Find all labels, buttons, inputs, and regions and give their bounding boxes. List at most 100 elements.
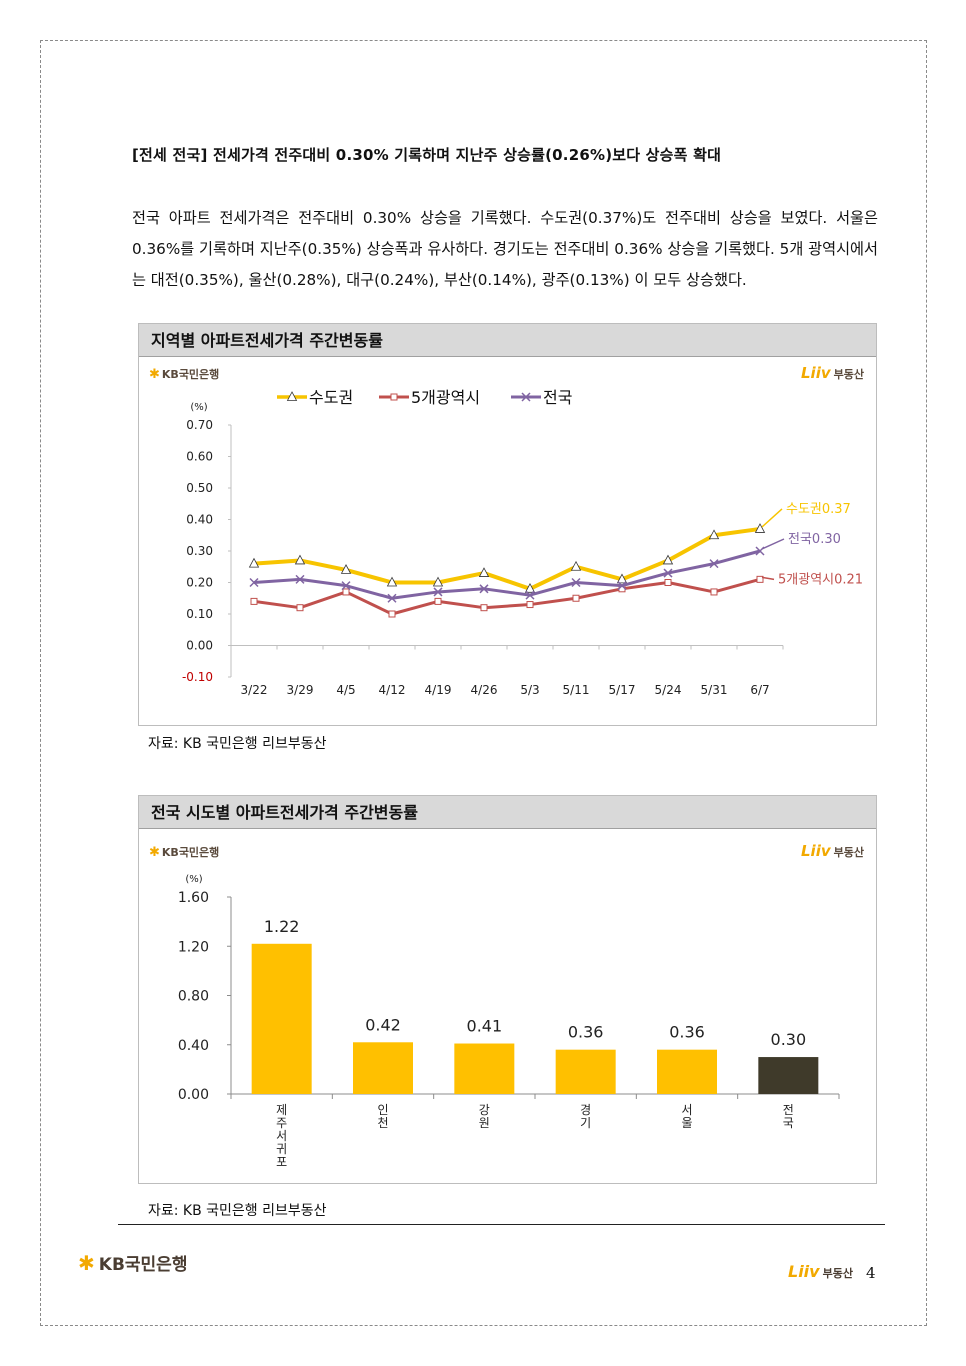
bar-value-label: 0.30 <box>771 1030 807 1049</box>
line-series-1 <box>253 577 761 616</box>
line-point-metro <box>710 588 718 596</box>
line-y-unit: (%) <box>190 402 207 413</box>
line-point-nation <box>341 581 351 591</box>
line-point-nation <box>571 577 581 588</box>
bar-rect <box>758 1057 819 1094</box>
line-x-tick: 4/5 <box>336 683 355 697</box>
line-point-metro <box>342 588 350 596</box>
line-x-tick: 5/3 <box>520 683 539 697</box>
footer-liiv-mark: Liiv <box>788 1262 820 1281</box>
line-end-label-0: 수도권0.37 <box>786 502 851 517</box>
bar-y-tick: 1.60 <box>178 890 209 906</box>
kb-logo-small: ✱ KB국민은행 <box>149 366 219 382</box>
kb-logo-text-2: KB국민은행 <box>161 846 220 859</box>
line-series-2 <box>253 549 761 600</box>
line-point-metro <box>250 597 258 605</box>
line-y-tick: 0.40 <box>186 513 213 527</box>
line-legend-label-0: 수도권 <box>309 388 353 407</box>
line-point-capital <box>432 576 444 587</box>
line-point-metro <box>296 604 304 612</box>
line-point-capital <box>340 564 352 574</box>
line-point-capital <box>478 567 490 577</box>
footer-kb-text: KB국민은행 <box>98 1255 188 1275</box>
bar-y-tick: 0.00 <box>178 1087 209 1103</box>
line-y-tick: 0.50 <box>186 481 213 495</box>
bar-chart-svg: (%) 1.60 1.20 0.80 0.40 0.00 1.22 제 주 서 귀 포 0.42 인 천 0.… <box>178 874 840 1169</box>
line-point-nation <box>525 590 535 600</box>
body-paragraph: 전국 아파트 전세가격은 전주대비 0.30% 상승을 기록했다. 수도권(0.… <box>132 209 878 289</box>
liiv-logo-mark: Liiv <box>801 364 831 382</box>
line-end-leader-2 <box>761 538 785 550</box>
line-y-tick: 0.10 <box>186 607 213 621</box>
bar-y-unit: (%) <box>185 874 202 885</box>
line-x-tick: 4/12 <box>379 683 406 697</box>
footer-kb-star-icon: ✱ <box>78 1251 95 1275</box>
liiv-logo-sub: 부동산 <box>833 368 864 381</box>
line-point-capital <box>754 523 766 533</box>
line-point-nation <box>617 581 627 591</box>
bar-y-tick: 0.40 <box>178 1038 209 1054</box>
line-chart-title: 지역별 아파트전세가격 주간변동률 <box>139 324 876 357</box>
bar-value-label: 0.41 <box>467 1017 503 1036</box>
kb-star-icon-2: ✱ <box>149 845 160 860</box>
bar-rect <box>454 1043 515 1094</box>
bar-rect <box>555 1049 616 1094</box>
line-y-tick: 0.30 <box>186 544 213 558</box>
line-legend-marker-nation <box>521 392 531 402</box>
footer-liiv-sub: 부동산 <box>822 1267 853 1280</box>
line-end-label-1: 5개광역시0.21 <box>778 572 863 587</box>
bar-chart-panel: 전국 시도별 아파트전세가격 주간변동률 ✱ KB국민은행 Liiv 부동산 (%)… <box>138 795 877 1184</box>
kb-logo-text: KB국민은행 <box>161 368 220 381</box>
line-point-nation <box>387 593 397 603</box>
line-point-nation <box>663 568 673 578</box>
line-point-capital <box>616 573 628 584</box>
bar-rect <box>657 1049 717 1094</box>
line-point-capital <box>294 554 306 565</box>
page-number: 4 <box>866 1264 876 1282</box>
line-x-tick: 3/22 <box>241 683 268 697</box>
liiv-logo-sub-2: 부동산 <box>833 846 864 859</box>
line-point-capital <box>248 557 260 568</box>
bar-value-label: 0.36 <box>669 1023 705 1042</box>
line-point-nation <box>295 574 305 584</box>
line-point-nation <box>249 577 259 588</box>
line-y-tick: 0.60 <box>186 450 213 464</box>
liiv-logo-small: Liiv 부동산 <box>801 364 864 382</box>
line-legend-marker-capital <box>286 391 298 401</box>
line-y-tick: 0.20 <box>186 576 213 590</box>
line-y-tick: 0.70 <box>186 418 213 432</box>
line-point-capital <box>386 576 398 587</box>
footer-divider <box>118 1224 885 1225</box>
footer-liiv-logo: Liiv 부동산 <box>788 1262 853 1281</box>
source-note-1: 자료: KB 국민은행 리브부동산 <box>148 736 327 752</box>
line-end-leader-0 <box>761 508 783 528</box>
line-x-tick: 5/31 <box>701 683 728 697</box>
line-point-capital <box>570 560 582 571</box>
page-border <box>40 40 927 1326</box>
line-end-label-2: 전국0.30 <box>788 532 841 547</box>
line-chart-svg: (%) 0.70 0.60 0.50 0.40 0.30 0.20 0.10 0.00 -0.10… <box>182 388 863 697</box>
line-point-capital <box>662 554 674 565</box>
bar-value-label: 1.22 <box>264 917 300 936</box>
footer-kb-logo: ✱ KB국민은행 <box>78 1250 187 1275</box>
line-y-tick: 0.00 <box>186 639 213 653</box>
line-point-metro <box>572 594 580 602</box>
line-chart-panel: 지역별 아파트전세가격 주간변동률 ✱ KB국민은행 Liiv 부동산 (%) 0.7… <box>138 323 877 726</box>
line-x-tick: 5/17 <box>609 683 636 697</box>
kb-star-icon: ✱ <box>149 367 160 382</box>
line-point-capital <box>524 582 536 593</box>
line-end-leader-1 <box>761 576 775 581</box>
bar-rect <box>251 943 312 1094</box>
kb-logo-small-2: ✱ KB국민은행 <box>149 844 219 860</box>
liiv-logo-small-2: Liiv 부동산 <box>801 842 864 860</box>
line-point-metro <box>434 597 442 605</box>
source-note-2: 자료: KB 국민은행 리브부동산 <box>148 1203 327 1219</box>
bar-y-tick: 1.20 <box>178 939 209 955</box>
bar-value-label: 0.36 <box>568 1023 604 1042</box>
line-y-tick: -0.10 <box>182 670 213 684</box>
line-point-metro <box>526 601 534 609</box>
